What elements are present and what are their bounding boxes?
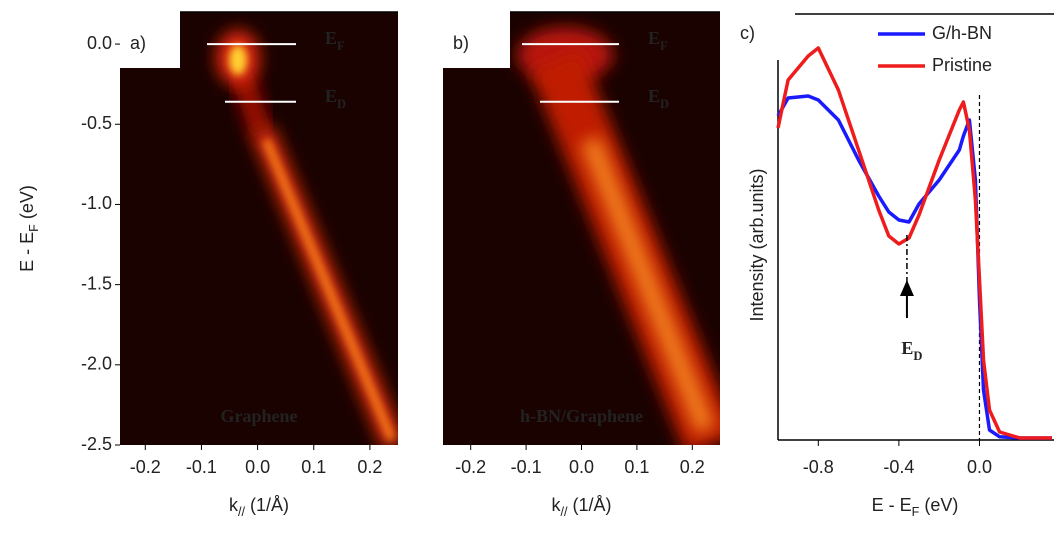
- x-axis-label-main: E - E: [872, 495, 912, 515]
- series-line: [776, 46, 1052, 440]
- y-axis-label-sub: F: [27, 224, 41, 232]
- x-tick-label: 0.0: [967, 457, 992, 477]
- image-notch: [119, 11, 180, 68]
- band-core: [580, 136, 716, 434]
- x-tick-label: -0.1: [186, 457, 217, 477]
- band-spot: [229, 45, 247, 75]
- y-tick-label: -2.0: [81, 354, 112, 374]
- dirac-label-main: E: [901, 338, 913, 358]
- y-axis-label: E - EF (eV): [17, 185, 42, 272]
- level-label-main: E: [325, 86, 337, 106]
- x-axis-label-main: k: [229, 495, 239, 515]
- x-axis-label: E - EF (eV): [872, 495, 959, 520]
- panel-label: b): [453, 33, 469, 53]
- panel-label: c): [740, 23, 755, 43]
- level-label-main: E: [648, 28, 660, 48]
- x-tick-label: -0.4: [883, 457, 914, 477]
- x-axis-label-sub: //: [238, 505, 245, 519]
- arrow-head: [899, 280, 914, 296]
- x-tick-label: 0.0: [245, 457, 270, 477]
- sample-label: Graphene: [220, 406, 297, 426]
- y-axis-label-rest: (eV): [17, 185, 37, 224]
- y-tick-label: -2.5: [81, 434, 112, 454]
- legend-label: Pristine: [932, 55, 992, 75]
- x-axis-label-rest: (eV): [919, 495, 958, 515]
- x-tick-label: -0.8: [803, 457, 834, 477]
- x-axis-label-rest: (1/Å): [567, 495, 611, 515]
- y-tick-label: -0.5: [81, 113, 112, 133]
- y-tick-label: -1.5: [81, 273, 112, 293]
- level-label: ED: [648, 86, 669, 111]
- level-label-main: E: [325, 28, 337, 48]
- level-label-sub: F: [660, 39, 668, 53]
- x-tick-label: 0.1: [301, 457, 326, 477]
- x-tick-label: -0.2: [455, 457, 486, 477]
- y-axis-label-main: E - E: [17, 232, 37, 272]
- x-tick-label: 0.0: [569, 457, 594, 477]
- level-label: EF: [648, 28, 668, 53]
- level-label: ED: [325, 86, 346, 111]
- x-tick-label: 0.2: [357, 457, 382, 477]
- x-tick-label: 0.1: [624, 457, 649, 477]
- panel-label: a): [130, 33, 146, 53]
- y-tick-label: -1.0: [81, 193, 112, 213]
- x-axis-label: k// (1/Å): [229, 495, 289, 520]
- legend-label: G/h-BN: [932, 23, 992, 43]
- level-label-sub: D: [337, 97, 346, 111]
- x-axis-label-rest: (1/Å): [245, 495, 289, 515]
- image-notch: [442, 11, 510, 68]
- dirac-label: ED: [901, 338, 922, 363]
- series-line: [776, 94, 1052, 440]
- y-tick-label: 0.0: [87, 33, 112, 53]
- x-tick-label: -0.1: [511, 457, 542, 477]
- y-axis-label: Intensity (arb.units): [747, 168, 767, 321]
- x-tick-label: -0.2: [130, 457, 161, 477]
- dirac-label-sub: D: [913, 349, 922, 363]
- level-label-main: E: [648, 86, 660, 106]
- x-axis-label-sub: F: [912, 505, 920, 519]
- x-axis-label-sub: //: [560, 505, 567, 519]
- x-axis-label-main: k: [551, 495, 561, 515]
- x-axis-label: k// (1/Å): [551, 495, 611, 520]
- arpes-image: [443, 12, 720, 445]
- band-core: [262, 138, 396, 442]
- level-label-sub: F: [337, 39, 345, 53]
- level-label: EF: [325, 28, 345, 53]
- level-label-sub: D: [660, 97, 669, 111]
- arpes-image: [120, 12, 398, 445]
- sample-label: h-BN/Graphene: [520, 406, 643, 426]
- x-tick-label: 0.2: [680, 457, 705, 477]
